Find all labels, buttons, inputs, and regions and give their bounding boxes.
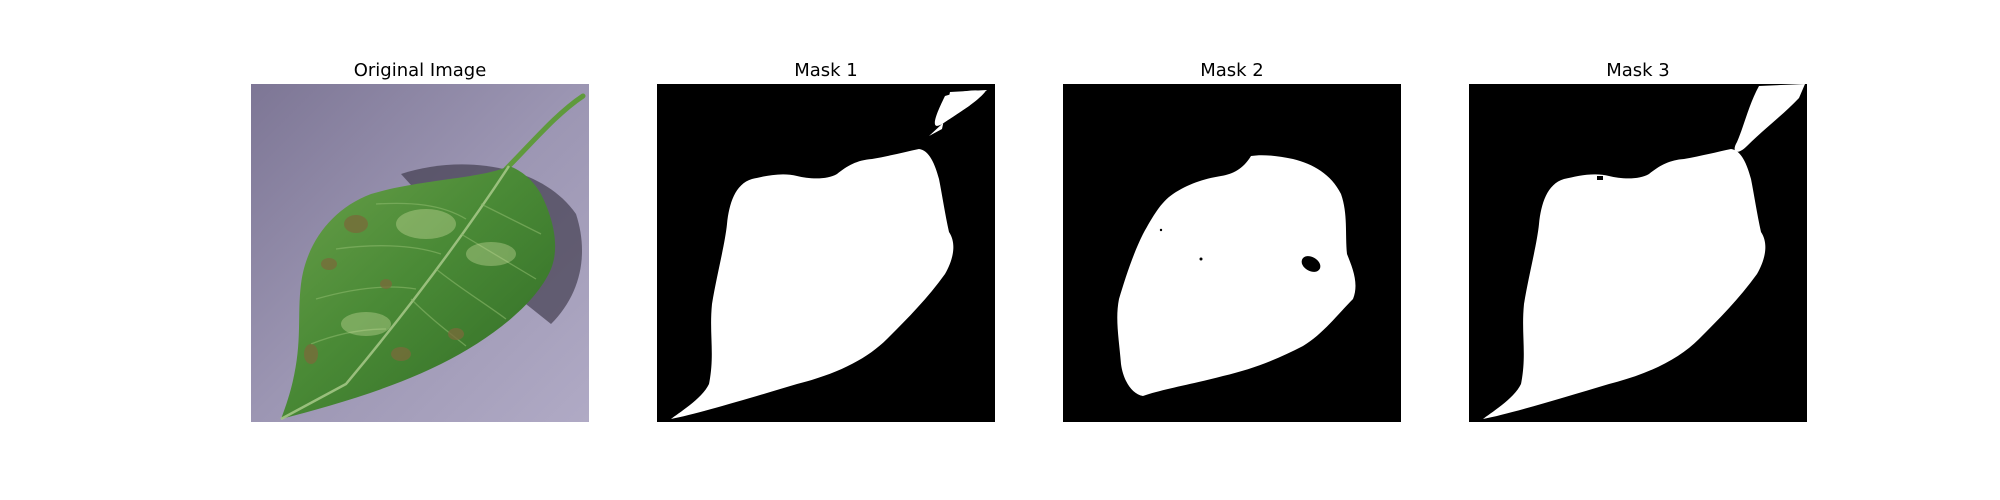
- mask-3-leaf: [1483, 149, 1766, 419]
- panel-title-original: Original Image: [353, 60, 487, 81]
- mask-1-leaf: [671, 149, 954, 419]
- mask-2-image: [1063, 84, 1401, 422]
- panel-title-mask-2: Mask 2: [1200, 60, 1264, 81]
- panel-title-mask-3: Mask 3: [1606, 60, 1670, 81]
- panel-title-mask-1: Mask 1: [794, 60, 858, 81]
- mask-2: [1063, 84, 1401, 422]
- leaf-spots: [304, 215, 464, 364]
- leaf-highlights: [341, 209, 516, 336]
- mask-2-leaf: [1117, 155, 1356, 396]
- mask-3: [1469, 84, 1807, 422]
- leaf-photo: [251, 84, 589, 422]
- original-image: [251, 84, 589, 422]
- mask-1-image: [657, 84, 995, 422]
- mask-3-stem: [1734, 84, 1805, 152]
- mask-2-hole: [1301, 256, 1321, 272]
- mask-1: [657, 84, 995, 422]
- mask-3-image: [1469, 84, 1807, 422]
- leaf-veins: [310, 202, 542, 347]
- leaf-stem: [503, 93, 586, 172]
